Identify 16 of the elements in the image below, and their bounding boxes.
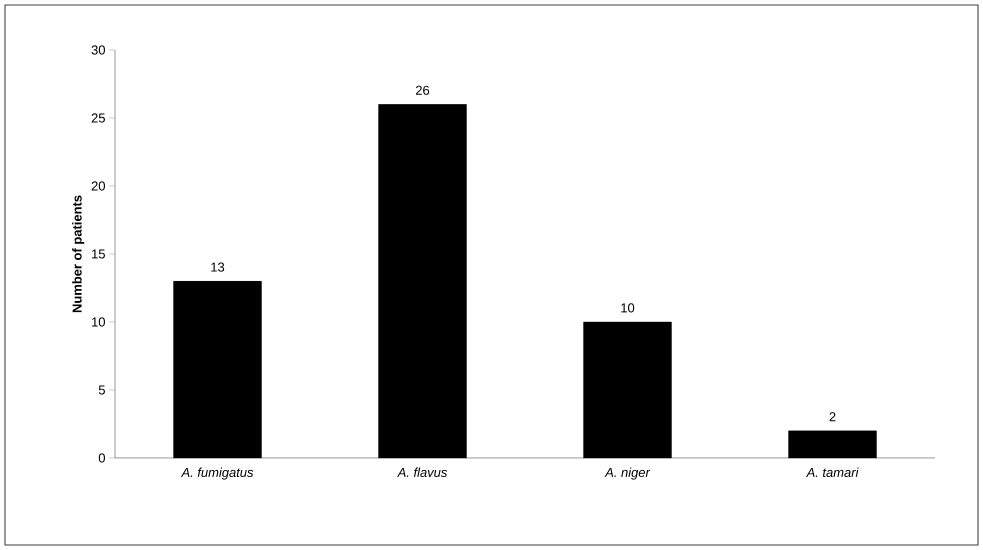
y-tick-label: 25: [92, 113, 105, 123]
y-axis-title: Number of patients: [72, 196, 84, 312]
data-label: 2: [830, 412, 836, 422]
y-tick-label: 15: [92, 249, 105, 258]
y-tick-label: 0: [98, 453, 105, 463]
x-tick-label: A. flavus: [397, 468, 448, 478]
x-tick-label: A. tamari: [806, 468, 859, 478]
y-tick-label: 5: [98, 385, 105, 394]
x-tick-label: A. niger: [604, 468, 650, 480]
y-tick-label: 10: [92, 317, 105, 327]
x-tick-label: A. fumigatus: [180, 468, 254, 480]
data-label: 13: [211, 262, 224, 272]
data-label: 26: [416, 86, 430, 95]
y-tick-label: 20: [92, 181, 105, 191]
data-label: 10: [621, 303, 634, 312]
y-tick-label: 30: [92, 45, 105, 55]
